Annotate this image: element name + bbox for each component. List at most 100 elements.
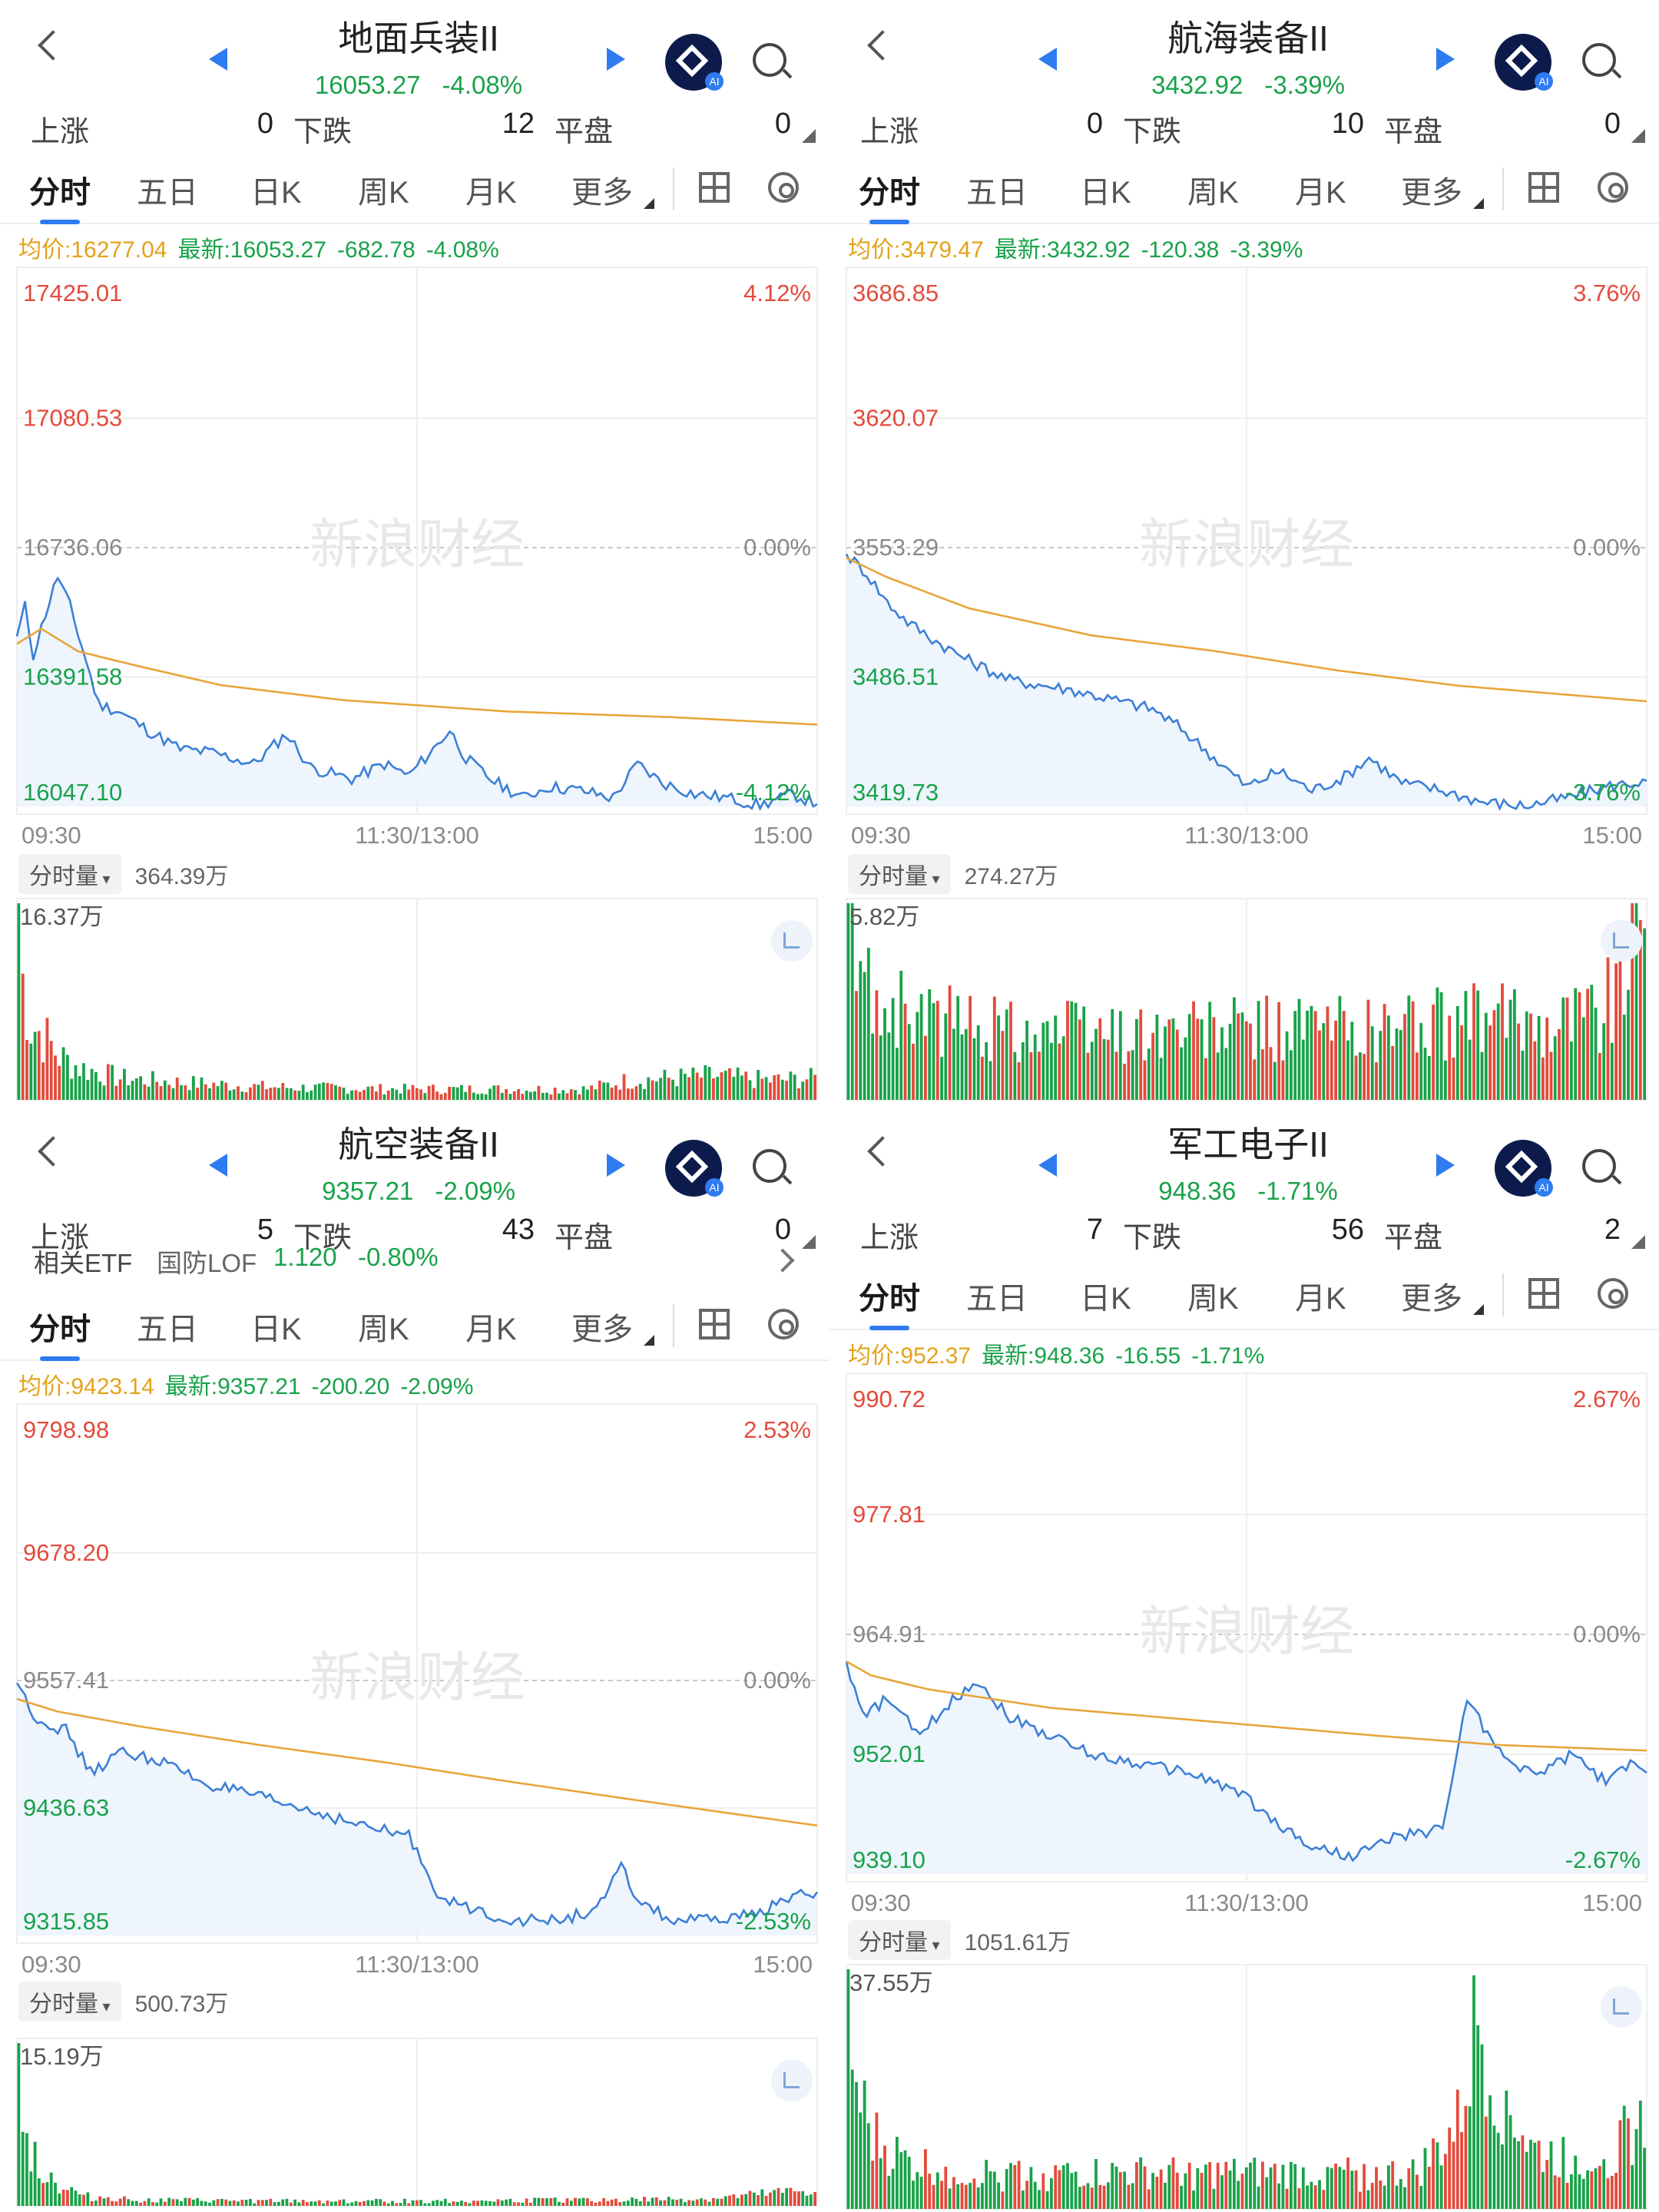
search-icon[interactable] [1582, 1149, 1616, 1183]
panel-ground-weapons: 地面兵装II 16053.27 -4.08% AI 上涨 0 下跌 12 平盘 0… [0, 0, 830, 1106]
volume-bar [976, 1025, 980, 1100]
tab-weekly-k[interactable]: 周K [1187, 176, 1239, 210]
pct-tick-label: 0.00% [1573, 1621, 1641, 1647]
volume-bar [985, 2160, 988, 2209]
intraday-volume-chart[interactable]: 37.55万 [830, 1964, 1659, 2210]
expand-icon[interactable] [1601, 1986, 1642, 2028]
prev-sector-icon[interactable] [1038, 48, 1057, 71]
volume-bar [455, 2201, 459, 2206]
volume-type-dropdown[interactable]: 分时量 [18, 1982, 121, 2022]
tab-daily-k[interactable]: 日K [250, 176, 302, 210]
sector-price: 3432.92 [1151, 71, 1243, 99]
price-info-line: 均价:952.37 最新:948.36 -16.55 -1.71% [848, 1336, 1264, 1370]
tab-weekly-k[interactable]: 周K [358, 176, 409, 210]
expand-icon[interactable] [771, 2060, 813, 2101]
ai-assistant-icon[interactable]: AI [1495, 1140, 1553, 1197]
volume-type-dropdown[interactable]: 分时量 [848, 854, 951, 894]
volume-bar [1346, 1040, 1349, 1100]
volume-bar [1025, 2181, 1028, 2209]
prev-sector-icon[interactable] [1038, 1154, 1057, 1177]
expand-icon[interactable] [1601, 920, 1642, 962]
back-icon[interactable] [38, 30, 68, 61]
tab-intraday[interactable]: 分时 [29, 1304, 91, 1361]
tab-intraday[interactable]: 分时 [859, 167, 920, 224]
layout-grid-icon[interactable] [699, 1309, 730, 1339]
volume-bar [281, 1083, 285, 1100]
settings-icon[interactable] [1598, 1278, 1628, 1309]
tab-monthly-k[interactable]: 月K [465, 1313, 517, 1346]
settings-icon[interactable] [768, 172, 799, 203]
volume-bar [1460, 1025, 1463, 1100]
volume-bar [879, 1035, 882, 1100]
back-icon[interactable] [867, 30, 898, 61]
tab-monthly-k[interactable]: 月K [1295, 1282, 1346, 1316]
tab-daily-k[interactable]: 日K [1080, 176, 1131, 210]
tab-five-day[interactable]: 五日 [137, 1313, 198, 1346]
back-icon[interactable] [867, 1136, 898, 1167]
tab-intraday[interactable]: 分时 [29, 167, 91, 224]
settings-icon[interactable] [768, 1309, 799, 1339]
tab-more[interactable]: 更多 [1401, 1282, 1462, 1316]
volume-bar [863, 972, 866, 1100]
intraday-price-chart[interactable]: 新浪财经 17425.01 17080.53 16736.06 16391.58 1604… [0, 267, 830, 859]
intraday-volume-chart[interactable]: 5.82万 [830, 898, 1659, 1101]
volume-bar [1581, 1017, 1585, 1100]
tab-more[interactable]: 更多 [571, 1313, 633, 1346]
search-icon[interactable] [1582, 43, 1616, 77]
volume-bar [1290, 1050, 1293, 1100]
tab-monthly-k[interactable]: 月K [465, 176, 517, 210]
tab-more[interactable]: 更多 [571, 176, 633, 210]
intraday-volume-chart[interactable]: 15.19万 [0, 2038, 830, 2207]
layout-grid-icon[interactable] [1528, 1278, 1559, 1309]
related-etf-row[interactable]: 相关ETF 国防LOF 1.120 -0.80% [0, 1229, 830, 1290]
corner-icon [802, 129, 816, 143]
tab-weekly-k[interactable]: 周K [358, 1313, 409, 1346]
prev-sector-icon[interactable] [209, 48, 227, 71]
tab-five-day[interactable]: 五日 [137, 176, 198, 210]
search-icon[interactable] [753, 1149, 786, 1183]
prev-sector-icon[interactable] [209, 1154, 227, 1177]
volume-bar [598, 1081, 601, 1100]
next-sector-icon[interactable] [607, 1154, 625, 1177]
tab-more[interactable]: 更多 [1401, 176, 1462, 210]
layout-grid-icon[interactable] [1528, 172, 1559, 203]
expand-icon[interactable] [771, 920, 813, 962]
ai-assistant-icon[interactable]: AI [665, 1140, 724, 1197]
volume-bar [1581, 2178, 1585, 2209]
volume-bar [86, 1080, 90, 1100]
tab-daily-k[interactable]: 日K [1080, 1282, 1131, 1316]
volume-bar [1285, 2188, 1289, 2209]
volume-bar [329, 2201, 333, 2206]
volume-bar [326, 2200, 329, 2206]
volume-bar [285, 2198, 289, 2206]
tab-monthly-k[interactable]: 月K [1295, 176, 1346, 210]
search-icon[interactable] [753, 43, 786, 77]
layout-grid-icon[interactable] [699, 172, 730, 203]
volume-bar [928, 989, 932, 1100]
volume-bar [1233, 2158, 1236, 2209]
tab-five-day[interactable]: 五日 [966, 1282, 1028, 1316]
tab-five-day[interactable]: 五日 [966, 176, 1028, 210]
volume-bar [1476, 2025, 1480, 2209]
volume-bar [54, 2182, 57, 2206]
settings-icon[interactable] [1598, 172, 1628, 203]
tab-weekly-k[interactable]: 周K [1187, 1282, 1239, 1316]
volume-bar [82, 1063, 85, 1100]
intraday-price-chart[interactable]: 新浪财经 990.72 977.81 964.91 952.01 939.10 2.67% 0… [830, 1373, 1659, 1926]
tab-daily-k[interactable]: 日K [250, 1313, 302, 1346]
intraday-price-chart[interactable]: 新浪财经 9798.98 9678.20 9557.41 9436.63 9315.85 2… [0, 1403, 830, 1988]
volume-bar [1363, 1054, 1366, 1100]
next-sector-icon[interactable] [607, 48, 625, 71]
back-icon[interactable] [38, 1136, 68, 1167]
ai-assistant-icon[interactable]: AI [665, 34, 724, 91]
ai-assistant-icon[interactable]: AI [1495, 34, 1553, 91]
volume-type-dropdown[interactable]: 分时量 [18, 854, 121, 894]
tab-intraday[interactable]: 分时 [859, 1273, 920, 1330]
next-sector-icon[interactable] [1436, 48, 1455, 71]
intraday-price-chart[interactable]: 新浪财经 3686.85 3620.07 3553.29 3486.51 3419.73 3… [830, 267, 1659, 859]
volume-bar [1261, 1049, 1264, 1100]
volume-bar [724, 2196, 727, 2206]
next-sector-icon[interactable] [1436, 1154, 1455, 1177]
intraday-volume-chart[interactable]: 16.37万 [0, 898, 830, 1101]
volume-type-dropdown[interactable]: 分时量 [848, 1920, 951, 1960]
